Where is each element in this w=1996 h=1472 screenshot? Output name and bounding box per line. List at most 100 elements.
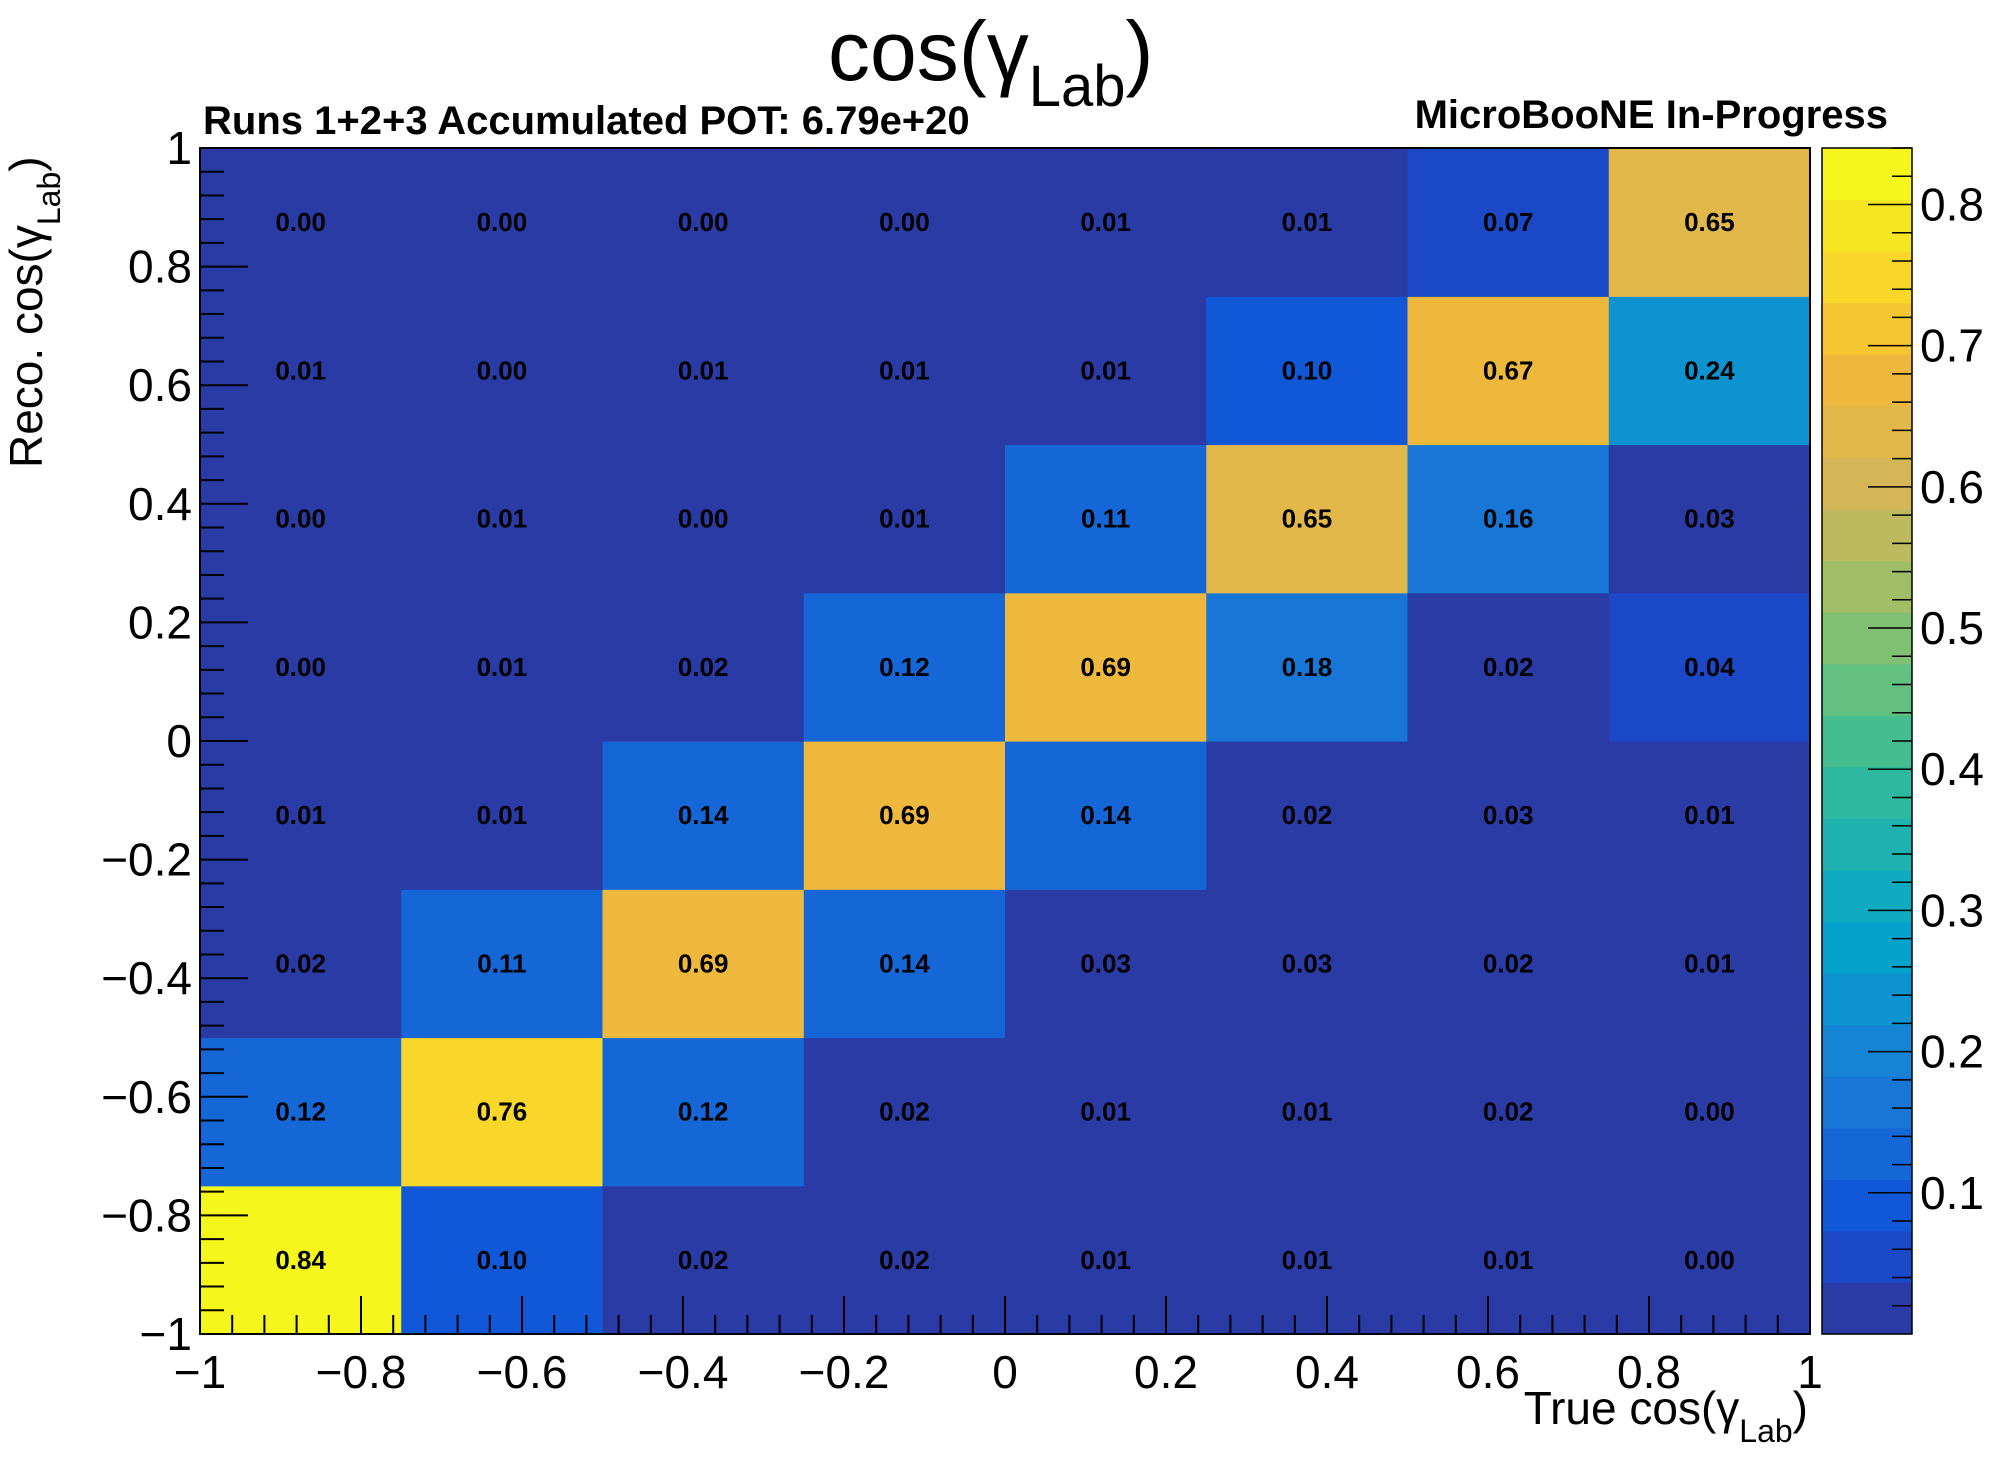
cell-value-label: 0.10: [1282, 355, 1333, 385]
heatmap-cell: [803, 1185, 1006, 1335]
heatmap-cell: [1407, 741, 1610, 890]
heatmap-cell: [803, 741, 1006, 890]
cell-value-label: 0.69: [1080, 652, 1131, 682]
cell-value-label: 0.02: [1483, 1097, 1534, 1127]
cell-value-label: 0.00: [275, 504, 326, 534]
heatmap-cell: [401, 741, 604, 890]
x-tick-label: −0.2: [799, 1346, 890, 1398]
cell-value-label: 0.16: [1483, 504, 1534, 534]
heatmap-cell: [1206, 889, 1409, 1039]
heatmap-cell: [1005, 1185, 1207, 1335]
cell-value-label: 0.76: [477, 1097, 528, 1127]
cell-value-label: 0.00: [275, 207, 326, 237]
cell-value-label: 0.02: [879, 1097, 930, 1127]
heatmap-cell: [1608, 1037, 1811, 1187]
cell-value-label: 0.65: [1282, 504, 1333, 534]
cell-value-label: 0.01: [1282, 1097, 1333, 1127]
y-tick-label: 1: [166, 122, 192, 174]
heatmap-cell: [1206, 296, 1409, 446]
y-tick-label: 0: [166, 715, 192, 767]
color-scale-segment: [1822, 457, 1912, 510]
cell-value-label: 0.04: [1684, 652, 1735, 682]
cell-value-label: 0.01: [879, 355, 930, 385]
heatmap-cell: [803, 444, 1006, 594]
cell-value-label: 0.00: [1684, 1097, 1735, 1127]
cell-value-label: 0.11: [477, 948, 526, 978]
heatmap-cell: [1005, 296, 1207, 446]
color-scale-segment: [1822, 766, 1912, 819]
color-scale-segment: [1822, 302, 1912, 355]
heatmap-cell: [1608, 741, 1811, 890]
heatmap-cell: [1407, 1185, 1610, 1335]
x-tick-label: −1: [174, 1346, 226, 1398]
cell-value-label: 0.00: [477, 355, 528, 385]
heatmap-cell: [1608, 296, 1811, 446]
heatmap-cell: [602, 296, 805, 446]
color-scale-segment: [1822, 921, 1912, 974]
cell-value-label: 0.14: [1080, 800, 1131, 830]
cell-value-label: 0.01: [477, 652, 528, 682]
color-scale-tick-label: 0.7: [1920, 320, 1984, 372]
heatmap-cell: [1407, 889, 1610, 1039]
cell-value-label: 0.01: [1483, 1245, 1534, 1275]
heatmap-cell: [1206, 1037, 1409, 1187]
cell-value-label: 0.00: [678, 207, 729, 237]
color-scale-segment: [1822, 1230, 1912, 1284]
color-scale-segment: [1822, 148, 1912, 201]
heatmap-cell: [401, 1037, 604, 1187]
heatmap-cell: [1206, 148, 1409, 297]
axes: −1 −0.8 −0.6 −0.4 −0.2 0 0.2 0.4 0.6 0.8 1 −1 −0.8 −0…: [101, 122, 1823, 1398]
heatmap-cell: [1608, 148, 1811, 297]
y-tick-label: −0.6: [101, 1071, 192, 1123]
heatmap-cell: [602, 592, 805, 742]
heatmap-cell: [803, 296, 1006, 446]
heatmap-cell: [803, 592, 1006, 742]
cell-value-label: 0.02: [879, 1245, 930, 1275]
x-tick-label: −0.6: [477, 1346, 568, 1398]
color-scale-tick-label: 0.6: [1920, 461, 1984, 513]
color-scale-segment: [1822, 251, 1912, 304]
heatmap-cell: [1206, 1185, 1409, 1335]
cell-value-label: 0.03: [1282, 948, 1333, 978]
heatmap-cell: [803, 148, 1006, 297]
cell-value-label: 0.01: [1282, 207, 1333, 237]
y-tick-label: 0.6: [128, 359, 192, 411]
cell-value-label: 0.00: [275, 652, 326, 682]
color-scale-segment: [1822, 1076, 1912, 1129]
color-scale: 0.1 0.2 0.3 0.4 0.5 0.6 0.7 0.8: [1821, 147, 1984, 1335]
heatmap-cell: [200, 148, 402, 297]
color-scale-tick-label: 0.5: [1920, 602, 1984, 654]
cell-value-label: 0.69: [678, 948, 729, 978]
heatmap-cell: [200, 444, 402, 594]
pot-label: Runs 1+2+3 Accumulated POT: 6.79e+20: [203, 99, 970, 143]
heatmap-cell: [1608, 889, 1811, 1039]
cell-value-label: 0.00: [879, 207, 930, 237]
cell-value-label: 0.01: [879, 504, 930, 534]
experiment-label: MicroBooNE In-Progress: [1415, 93, 1888, 137]
cell-value-label: 0.18: [1282, 652, 1333, 682]
heatmap-cell: [1407, 444, 1610, 594]
cell-value-label: 0.00: [1684, 1245, 1735, 1275]
color-scale-tick-label: 0.4: [1920, 743, 1984, 795]
heatmap-cell: [401, 1185, 604, 1335]
x-tick-label: 0: [992, 1346, 1018, 1398]
cell-value-label: 0.00: [477, 207, 528, 237]
heatmap-cell: [1407, 296, 1610, 446]
cell-value-label: 0.01: [1080, 207, 1131, 237]
heatmap-cell: [1206, 444, 1409, 594]
color-scale-segment: [1822, 560, 1912, 613]
cell-value-label: 0.01: [477, 504, 528, 534]
heatmap-cell: [1407, 1037, 1610, 1187]
cell-value-label: 0.03: [1483, 800, 1534, 830]
plot-area: 0.84 0.10 0.02 0.02 0.01 0.01 0.01 0.00 0.12 0.76…: [200, 148, 1811, 1335]
cell-value-label: 0.14: [678, 800, 729, 830]
cell-value-label: 0.02: [678, 652, 729, 682]
heatmap-cell: [1005, 592, 1207, 742]
cell-value-label: 0.01: [1282, 1245, 1333, 1275]
y-tick-label: −0.2: [101, 834, 192, 886]
x-tick-label: 0.6: [1456, 1346, 1520, 1398]
x-tick-label: 0.8: [1617, 1346, 1681, 1398]
y-axis-label: Reco. cos(γLab): [0, 156, 67, 468]
heatmap-cell: [401, 592, 604, 742]
